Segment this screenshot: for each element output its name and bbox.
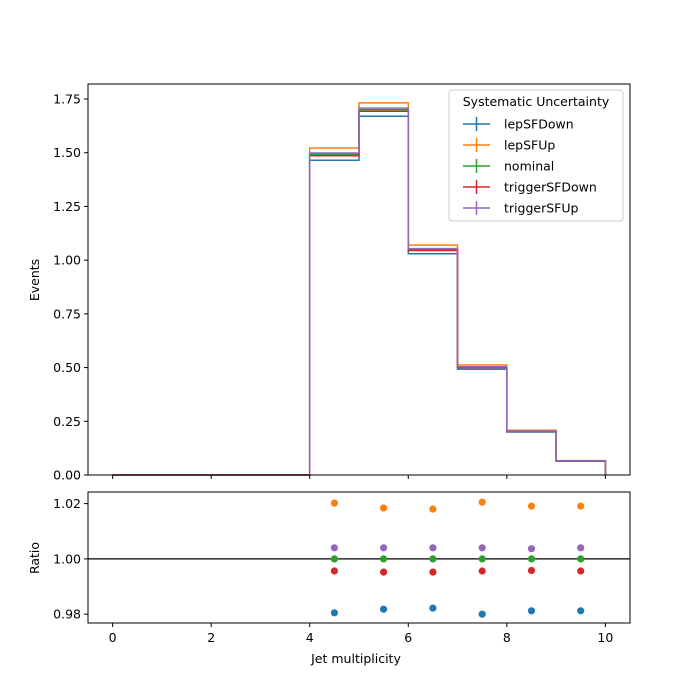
histogram-y-tick-label: 0.25 (53, 414, 81, 429)
ratio-point (577, 544, 585, 552)
ratio-point (478, 610, 486, 618)
legend-entry-nominal: nominal (463, 159, 554, 174)
legend-entry-lepSFDown: lepSFDown (463, 117, 574, 132)
legend-label: lepSFUp (504, 138, 555, 153)
ratio-y-tick-label: 0.98 (53, 607, 81, 622)
ratio-point (330, 567, 338, 575)
histogram-y-axis-label: Events (27, 259, 42, 301)
ratio-point (527, 555, 536, 563)
legend: Systematic Uncertainty lepSFDown lepSFUp n… (448, 89, 624, 222)
ratio-point (330, 499, 338, 507)
ratio-point (380, 504, 388, 512)
ratio-point (330, 555, 338, 563)
histogram-y-ticks: 0.00 0.25 0.50 0.75 1.00 1.25 1.50 1.75 (53, 92, 88, 483)
ratio-point (527, 545, 536, 553)
ratio-point (429, 544, 437, 552)
legend-entry-lepSFUp: lepSFUp (463, 138, 555, 153)
ratio-y-axis-label: Ratio (27, 542, 42, 574)
ratio-x-ticks: 0 2 4 6 8 10 (109, 623, 613, 645)
legend-entries: lepSFDown lepSFUp nominal triggerSFDown trig… (463, 117, 597, 216)
legend-label: triggerSFUp (504, 201, 578, 216)
histogram-y-tick-label: 0.50 (53, 360, 81, 375)
ratio-point (429, 555, 437, 563)
legend-entry-triggerSFUp: triggerSFUp (463, 201, 578, 216)
histogram-y-tick-label: 1.25 (53, 199, 81, 214)
ratio-x-tick-label: 8 (503, 630, 511, 645)
ratio-series-lepSFDown (330, 604, 585, 618)
ratio-y-tick-label: 1.02 (53, 496, 81, 511)
legend-box (448, 89, 624, 222)
ratio-x-tick-label: 2 (207, 630, 215, 645)
ratio-series-nominal (330, 555, 585, 563)
ratio-point (577, 502, 585, 510)
ratio-x-tick-label: 4 (306, 630, 314, 645)
ratio-y-ticks: 0.98 1.00 1.02 (53, 496, 88, 622)
histogram-y-tick-label: 1.00 (53, 253, 81, 268)
ratio-point (577, 607, 585, 615)
ratio-point (429, 604, 437, 612)
ratio-x-tick-label: 0 (109, 630, 117, 645)
legend-label: lepSFDown (504, 117, 574, 132)
ratio-point (478, 544, 486, 552)
histogram-frame (87, 83, 631, 476)
ratio-point (429, 568, 437, 576)
histogram-x-ticks (112, 475, 606, 479)
ratio-point (330, 544, 338, 552)
histogram-y-tick-label: 0.00 (53, 468, 81, 483)
legend-entry-triggerSFDown: triggerSFDown (463, 180, 597, 195)
ratio-point (577, 567, 585, 575)
ratio-point (577, 555, 585, 563)
ratio-point (429, 505, 437, 513)
ratio-point (330, 609, 338, 617)
ratio-point (478, 498, 486, 506)
ratio-y-tick-label: 1.00 (53, 551, 81, 566)
ratio-frame (87, 491, 631, 624)
ratio-plot-area (88, 492, 630, 623)
histogram-y-tick-label: 1.50 (53, 145, 81, 160)
ratio-point (527, 607, 536, 615)
ratio-x-tick-label: 10 (597, 630, 613, 645)
ratio-panel: 0 2 4 6 8 10 0.98 1.00 1.02 Ratio Jet multiplic… (27, 491, 631, 666)
ratio-point (527, 502, 536, 510)
ratio-point (527, 566, 536, 575)
ratio-point (478, 555, 486, 563)
x-axis-label: Jet multiplicity (310, 651, 401, 666)
ratio-point (380, 555, 388, 563)
legend-label: triggerSFDown (504, 180, 597, 195)
ratio-points-group (330, 498, 585, 618)
ratio-x-tick-label: 6 (404, 630, 412, 645)
histogram-y-tick-label: 0.75 (53, 306, 81, 321)
ratio-series-triggerSFUp (330, 544, 585, 553)
histogram-panel: 0.000.250.500.751.001.251.501.75 Events … (27, 83, 631, 483)
ratio-point (478, 567, 486, 575)
ratio-point (380, 568, 388, 576)
ratio-point (380, 605, 388, 613)
legend-label: nominal (504, 159, 554, 174)
legend-title: Systematic Uncertainty (463, 94, 610, 109)
ratio-series-triggerSFDown (330, 566, 585, 576)
ratio-series-lepSFUp (330, 498, 585, 513)
histogram-y-tick-label: 1.75 (53, 92, 81, 107)
ratio-point (380, 544, 388, 552)
